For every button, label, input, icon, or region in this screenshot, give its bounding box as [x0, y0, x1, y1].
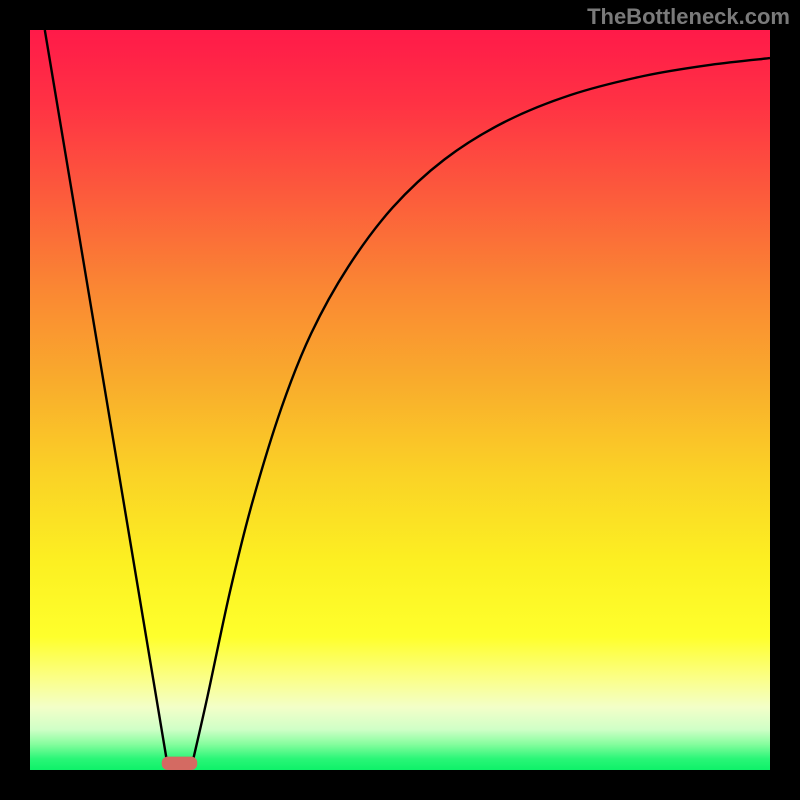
bottleneck-chart	[0, 0, 800, 800]
min-marker	[162, 757, 198, 770]
watermark-text: TheBottleneck.com	[587, 4, 790, 30]
chart-container: TheBottleneck.com	[0, 0, 800, 800]
plot-background	[30, 30, 770, 770]
